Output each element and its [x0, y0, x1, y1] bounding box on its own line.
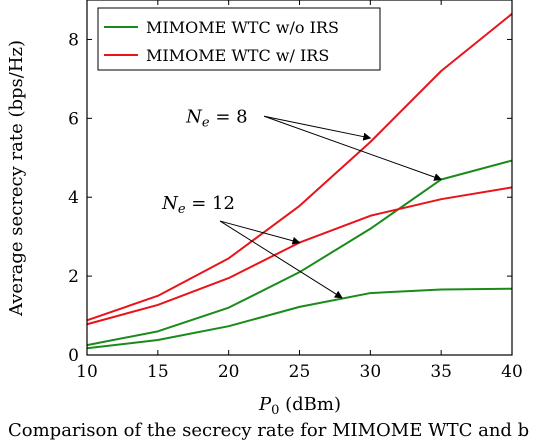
- y-tick-label: 0: [68, 346, 79, 366]
- x-tick-label: 40: [501, 362, 523, 382]
- annotation-value: = 12: [186, 193, 235, 214]
- legend-box: [97, 7, 381, 71]
- figure-caption: Comparison of the secrecy rate for MIMOM…: [8, 420, 530, 441]
- x-tick-label: 10: [76, 362, 98, 382]
- series-line-2: [86, 287, 513, 350]
- x-axis-label-unit: (dBm): [279, 394, 341, 415]
- annotation-arrow: [219, 220, 301, 245]
- x-tick-label: 15: [147, 362, 169, 382]
- annotation-arrow: [219, 220, 343, 299]
- y-tick-label: 8: [68, 30, 79, 50]
- y-tick-label: 2: [68, 267, 79, 287]
- series-line-1: [86, 13, 513, 322]
- y-tick-label: 4: [68, 188, 79, 208]
- x-tick-label: 35: [430, 362, 452, 382]
- annotation-arrow: [263, 115, 443, 181]
- legend-label-w-irs: MIMOME WTC w/ IRS: [146, 46, 329, 65]
- annotation-var: N: [161, 193, 179, 214]
- annotation-arrow: [264, 115, 372, 141]
- annotation-sub: e: [178, 202, 186, 217]
- y-tick-label: 6: [68, 109, 79, 129]
- x-axis-label: P0 (dBm): [258, 394, 341, 418]
- annotation-sub: e: [202, 115, 210, 130]
- x-tick-label: 30: [360, 362, 382, 382]
- y-axis-label: Average secrecy rate (bps/Hz): [6, 40, 27, 317]
- series-line-0: [86, 159, 513, 347]
- x-tick-label: 25: [289, 362, 311, 382]
- series-line-3: [86, 186, 513, 326]
- x-axis-label-var: P: [258, 394, 272, 415]
- annotation-label: Ne = 12: [161, 193, 235, 217]
- legend: MIMOME WTC w/o IRS MIMOME WTC w/ IRS: [97, 7, 381, 71]
- annotation-value: = 8: [210, 106, 248, 127]
- x-tick-label: 20: [218, 362, 240, 382]
- annotation-label: Ne = 8: [185, 106, 247, 130]
- x-axis-label-sub: 0: [271, 403, 279, 418]
- legend-label-wo-irs: MIMOME WTC w/o IRS: [146, 18, 339, 37]
- annotation-var: N: [185, 106, 203, 127]
